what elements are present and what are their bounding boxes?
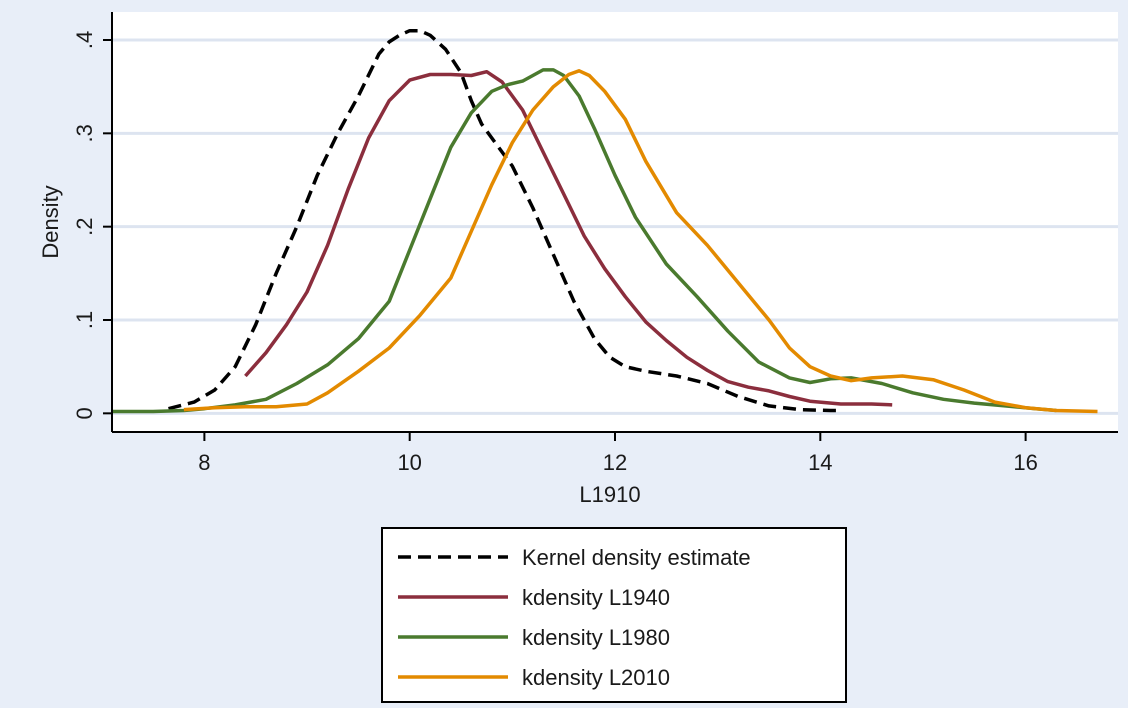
y-tick-label: 0	[72, 407, 97, 419]
series-lines	[112, 28, 1098, 414]
y-tick-label: .2	[72, 217, 97, 235]
axes: 8 10 12 14 16 0 .1 .2 .3 .4	[72, 12, 1118, 475]
series-line-0	[168, 28, 841, 413]
y-axis-title: Density	[38, 185, 63, 258]
series-line-1	[244, 69, 893, 407]
y-tick-label: .4	[72, 31, 97, 49]
x-tick-label: 8	[198, 450, 210, 475]
y-tick-label: .3	[72, 124, 97, 142]
legend-label-0: Kernel density estimate	[522, 545, 751, 570]
legend-label-1: kdensity L1940	[522, 585, 670, 610]
x-tick-label: 12	[603, 450, 627, 475]
grid-lines	[112, 38, 1118, 415]
plot-region	[112, 12, 1118, 432]
x-tick-label: 14	[808, 450, 832, 475]
legend-label-2: kdensity L1980	[522, 625, 670, 650]
x-tick-label: 10	[397, 450, 421, 475]
legend-label-3: kdensity L2010	[522, 665, 670, 690]
legend: Kernel density estimate kdensity L1940 kde…	[381, 527, 847, 703]
series-line-2	[112, 68, 1057, 414]
x-axis-title: L1910	[579, 482, 640, 507]
x-tick-label: 16	[1013, 450, 1037, 475]
y-tick-label: .1	[72, 311, 97, 329]
series-line-3	[183, 69, 1098, 414]
